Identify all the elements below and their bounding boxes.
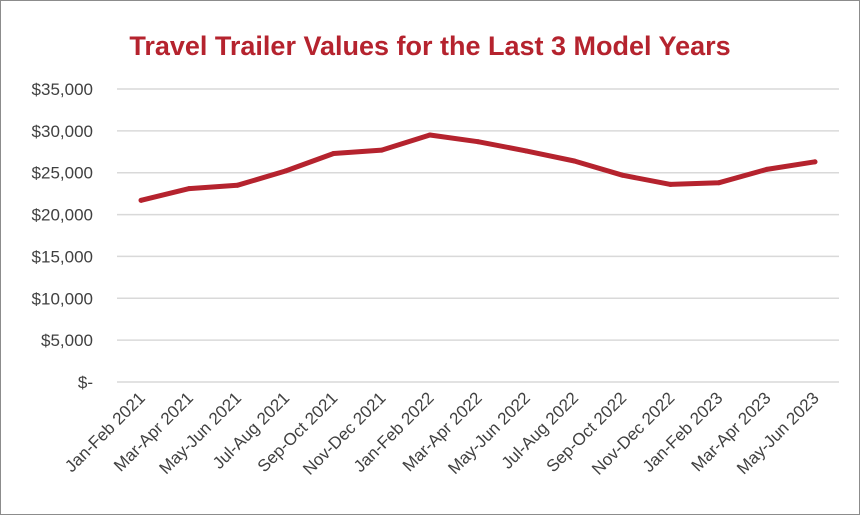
y-tick-label: $15,000	[32, 247, 93, 266]
y-tick-label: $25,000	[32, 164, 93, 183]
x-tick-label: Nov-Dec 2022	[588, 388, 678, 478]
data-point	[812, 159, 818, 165]
x-tick-label: Nov-Dec 2021	[299, 388, 389, 478]
series-line	[138, 132, 818, 203]
y-tick-label: $10,000	[32, 289, 93, 308]
data-point	[186, 186, 192, 192]
chart-title: Travel Trailer Values for the Last 3 Mod…	[129, 31, 731, 61]
data-point	[282, 168, 288, 174]
y-tick-label: $30,000	[32, 122, 93, 141]
data-point	[764, 166, 770, 172]
y-tick-label: $35,000	[32, 80, 93, 99]
y-tick-label: $5,000	[41, 331, 93, 350]
y-tick-label: $20,000	[32, 206, 93, 225]
data-point	[138, 197, 144, 203]
data-point	[234, 182, 240, 188]
data-point	[716, 180, 722, 186]
data-point	[379, 147, 385, 153]
data-point	[668, 181, 674, 187]
data-point	[427, 132, 433, 138]
y-tick-label: $-	[78, 373, 93, 392]
data-point	[619, 172, 625, 178]
data-point	[523, 148, 529, 154]
data-point	[475, 139, 481, 145]
data-point	[571, 158, 577, 164]
data-point	[331, 150, 337, 156]
